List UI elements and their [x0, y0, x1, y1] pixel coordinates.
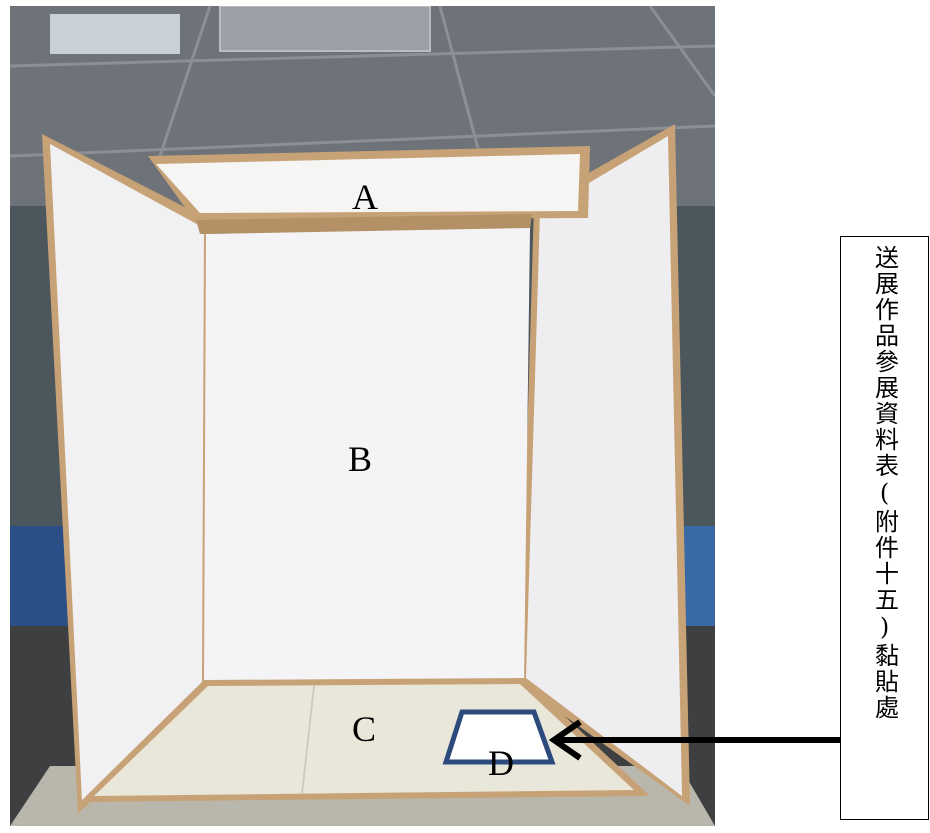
attachment-callout-box: 送展作品參展資料表(附件十五)黏貼處: [840, 236, 929, 820]
base-seam: [301, 685, 315, 795]
left-panel: [50, 144, 204, 801]
ceiling-vent: [219, 6, 431, 52]
header-a-shelf: [196, 214, 532, 234]
label-a: A: [352, 177, 378, 217]
ceiling-grid: [10, 6, 715, 158]
pointer-arrow: [548, 719, 840, 761]
label-c: C: [352, 709, 377, 749]
ceiling-light: [50, 14, 180, 54]
back-panel-b: [204, 228, 530, 684]
label-b: B: [348, 439, 373, 479]
zone-d-outline: [442, 709, 556, 765]
display-board-photo: [10, 6, 715, 826]
header-a: [156, 154, 580, 213]
label-d: D: [488, 743, 514, 783]
callout-text: 送展作品參展資料表(附件十五)黏貼處: [870, 245, 899, 721]
right-panel: [526, 136, 682, 796]
